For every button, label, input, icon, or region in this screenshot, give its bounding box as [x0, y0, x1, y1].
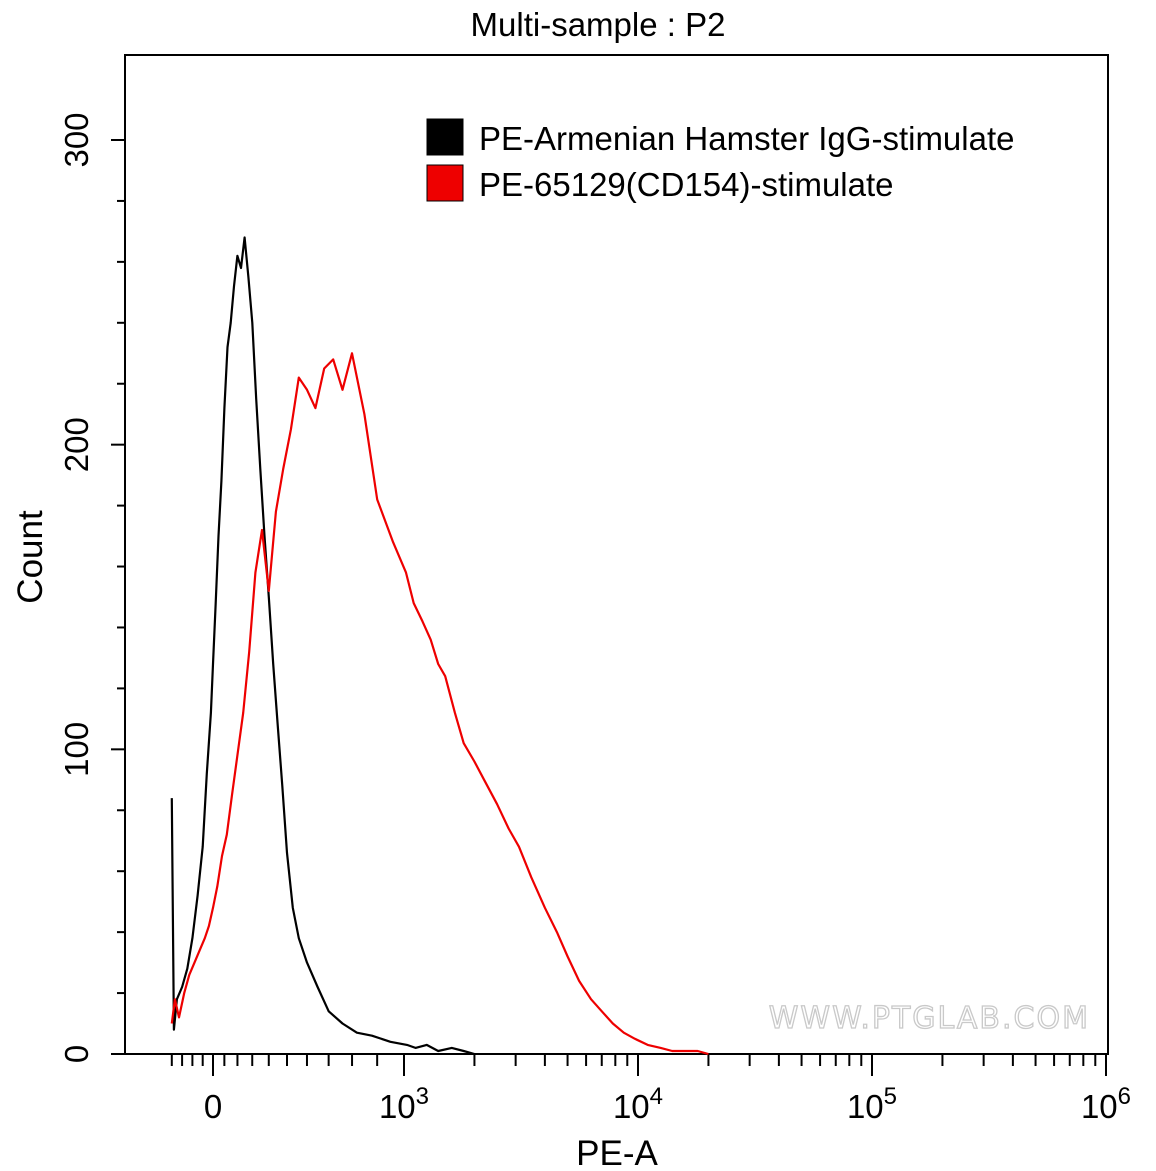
series-line-1: [170, 236, 475, 1056]
x-axis: 0 103 104 105 106: [170, 1054, 1131, 1125]
legend-label: PE-Armenian Hamster IgG-stimulate: [479, 120, 1015, 157]
y-tick-label: 0: [58, 1045, 95, 1063]
y-tick-label: 300: [58, 112, 95, 167]
watermark-text: WWW.PTGLAB.COM: [769, 1001, 1090, 1036]
y-tick-label: 100: [58, 722, 95, 777]
y-axis-title: Count: [11, 510, 50, 604]
x-tick-label: 106: [1081, 1083, 1131, 1125]
x-tick-label: 104: [613, 1083, 663, 1125]
x-tick-label: 0: [204, 1088, 222, 1125]
legend: PE-Armenian Hamster IgG-stimulate PE-6512…: [426, 118, 1015, 203]
chart-title: Multi-sample : P2: [471, 6, 726, 43]
y-tick-label: 200: [58, 417, 95, 472]
plot-frame: [124, 54, 1109, 1055]
y-axis: 0 100 200 300: [58, 112, 125, 1063]
x-axis-title: PE-A: [576, 1134, 658, 1171]
legend-label: PE-65129(CD154)-stimulate: [479, 166, 894, 203]
legend-swatch: [426, 118, 464, 156]
series-line-2: [170, 352, 709, 1056]
x-tick-label: 105: [847, 1083, 897, 1125]
series-layer: [170, 236, 709, 1056]
x-tick-label: 103: [379, 1083, 429, 1125]
legend-swatch: [426, 164, 464, 202]
